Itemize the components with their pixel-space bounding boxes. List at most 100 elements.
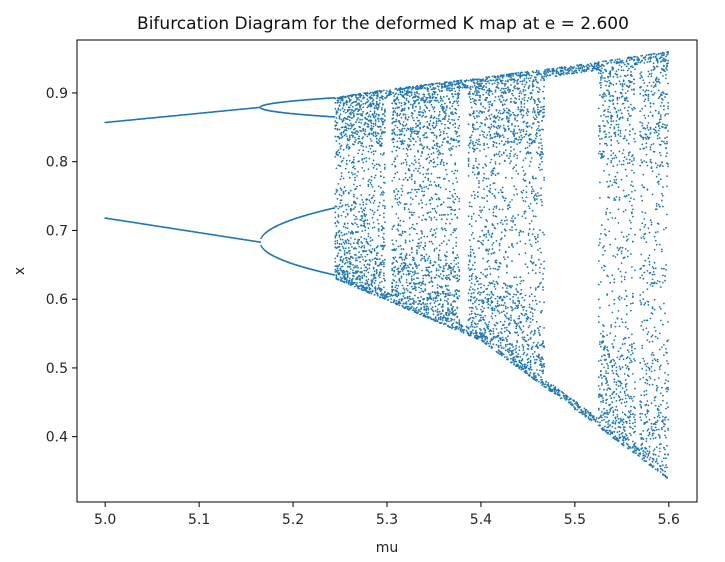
scatter-point <box>367 125 370 128</box>
scatter-point <box>342 130 345 133</box>
scatter-point <box>365 238 368 241</box>
scatter-point <box>383 277 385 280</box>
scatter-point <box>393 95 396 97</box>
scatter-point <box>473 173 476 176</box>
scatter-point <box>383 152 385 154</box>
scatter-point <box>494 90 497 93</box>
scatter-point <box>428 162 431 164</box>
scatter-point <box>496 84 499 86</box>
scatter-point <box>362 201 365 204</box>
scatter-point <box>409 196 412 199</box>
scatter-point <box>516 242 519 245</box>
scatter-point <box>476 308 478 311</box>
scatter-point <box>395 103 398 106</box>
scatter-point <box>368 194 371 196</box>
scatter-point <box>488 76 491 79</box>
scatter-point <box>343 275 346 278</box>
scatter-point <box>357 270 359 273</box>
scatter-point <box>514 125 516 128</box>
scatter-point <box>379 186 382 189</box>
scatter-point <box>453 294 456 296</box>
scatter-point <box>471 329 474 331</box>
scatter-point <box>379 193 382 196</box>
scatter-point <box>377 228 380 231</box>
scatter-point <box>415 195 417 198</box>
scatter-point <box>446 89 448 92</box>
scatter-point <box>425 115 428 118</box>
scatter-point <box>478 303 480 306</box>
scatter-point <box>415 263 417 266</box>
scatter-point <box>428 216 431 218</box>
scatter-point <box>498 249 501 252</box>
scatter-point <box>418 158 420 161</box>
scatter-point <box>392 243 395 246</box>
scatter-point <box>403 267 406 269</box>
scatter-point <box>450 138 452 141</box>
scatter-point <box>471 97 474 100</box>
scatter-point <box>455 312 458 315</box>
scatter-point <box>366 118 369 121</box>
scatter-point <box>457 80 460 82</box>
scatter-point <box>451 148 453 151</box>
scatter-point <box>430 228 433 231</box>
scatter-point <box>336 242 339 244</box>
scatter-point <box>484 107 487 110</box>
scatter-point <box>411 112 414 115</box>
scatter-point <box>471 86 474 88</box>
scatter-point <box>354 173 356 175</box>
scatter-point <box>478 163 480 166</box>
scatter-point <box>409 191 412 194</box>
scatter-point <box>509 331 511 334</box>
scatter-point <box>447 120 449 122</box>
scatter-point <box>506 329 508 332</box>
scatter-point <box>404 172 407 175</box>
scatter-point <box>507 87 509 89</box>
scatter-point <box>472 150 475 153</box>
scatter-point <box>485 276 488 278</box>
scatter-point <box>445 188 447 191</box>
scatter-point <box>497 276 500 278</box>
scatter-point <box>387 296 389 298</box>
scatter-point <box>513 141 515 144</box>
scatter-point <box>390 91 392 93</box>
scatter-point <box>417 136 419 138</box>
scatter-point <box>416 222 418 225</box>
scatter-point <box>488 94 491 97</box>
scatter-point <box>351 208 353 211</box>
scatter-point <box>435 97 438 99</box>
scatter-point <box>437 149 440 152</box>
scatter-point <box>509 162 511 165</box>
scatter-point <box>349 127 352 130</box>
scatter-point <box>420 284 422 287</box>
scatter-point <box>361 217 364 220</box>
scatter-point <box>399 302 402 305</box>
scatter-point <box>491 75 494 78</box>
scatter-point <box>483 197 485 200</box>
scatter-point <box>432 313 435 316</box>
scatter-point <box>398 147 401 150</box>
scatter-point <box>445 295 447 298</box>
scatter-point <box>467 144 470 147</box>
scatter-point <box>492 169 495 172</box>
scatter-point <box>337 149 340 152</box>
scatter-point <box>497 76 500 79</box>
scatter-point <box>449 122 451 125</box>
scatter-point <box>338 272 341 275</box>
scatter-point <box>486 134 489 136</box>
scatter-point <box>371 216 374 219</box>
scatter-point <box>484 322 487 324</box>
scatter-point <box>346 273 349 276</box>
scatter-point <box>335 274 338 276</box>
scatter-point <box>396 134 399 136</box>
scatter-point <box>498 98 501 101</box>
scatter-point <box>428 255 431 258</box>
scatter-point <box>447 298 449 300</box>
scatter-point <box>441 86 444 88</box>
scatter-point <box>496 282 499 285</box>
scatter-point <box>361 276 364 279</box>
scatter-point <box>477 167 479 170</box>
scatter-point <box>492 145 495 148</box>
scatter-point <box>356 271 358 274</box>
scatter-point <box>353 123 355 126</box>
scatter-point <box>419 281 421 284</box>
